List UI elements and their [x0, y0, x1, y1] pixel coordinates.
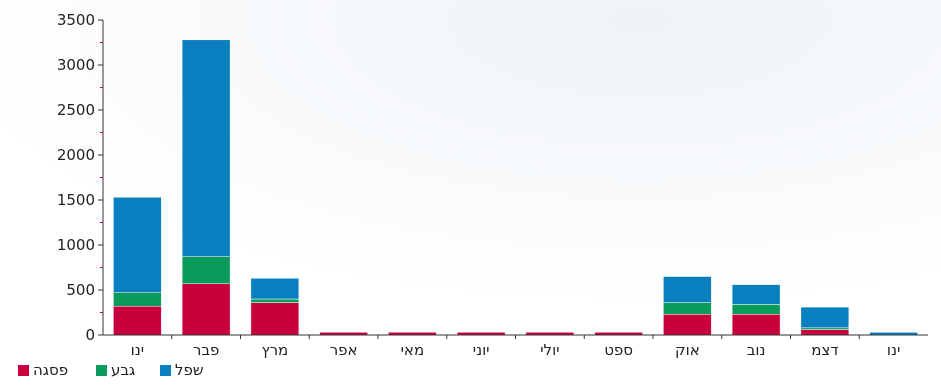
y-tick-label: 2000 — [57, 146, 95, 164]
plot-area: 0 500 1000 1500 2000 2500 3000 3500 ינו פבר מרץ אפר… — [57, 11, 928, 359]
legend: פסגה גבע שפל — [18, 361, 204, 379]
bar-segment-2-0 — [250, 302, 300, 336]
legend-label-0: פסגה — [33, 361, 68, 379]
y-tick-label: 1500 — [57, 191, 95, 209]
x-category-label: יוני — [473, 341, 490, 359]
x-category-label: יולי — [540, 341, 559, 359]
y-tick-label: 2500 — [57, 101, 95, 119]
legend-swatch-0 — [18, 365, 29, 376]
y-tick-label: 500 — [66, 281, 95, 299]
x-category-label: אוק — [675, 341, 700, 359]
bar-segment-8-0 — [663, 314, 712, 336]
y-tick-label: 1000 — [57, 236, 95, 254]
bar-segment-0-0 — [113, 305, 162, 336]
x-category-label: אפר — [330, 341, 358, 359]
x-category-label: פבר — [193, 341, 220, 359]
x-category-label: ינו — [131, 341, 144, 359]
x-category-label: נוב — [747, 341, 766, 359]
bar-segment-10-1 — [800, 327, 850, 330]
x-category-label: דצמ — [811, 341, 838, 359]
x-category-label: מרץ — [262, 341, 289, 359]
bar-segment-9-0 — [731, 314, 781, 336]
bar-segment-2-1 — [250, 298, 300, 303]
bar-segment-0-2 — [113, 197, 162, 293]
bar-segment-10-0 — [800, 329, 850, 336]
x-category-label: מאי — [401, 341, 425, 359]
x-category-label: ינו — [887, 341, 900, 359]
bar-segment-8-2 — [663, 276, 712, 303]
bar-segment-2-2 — [250, 278, 300, 300]
bar-segment-9-1 — [731, 304, 781, 315]
bar-segment-1-1 — [181, 256, 231, 284]
bar-segment-10-2 — [800, 306, 850, 329]
y-tick-label: 3500 — [57, 11, 95, 29]
bar-segment-9-2 — [731, 284, 781, 305]
legend-label-2: שפל — [175, 361, 204, 379]
bar-segment-8-1 — [663, 302, 712, 315]
y-tick-label: 3000 — [57, 56, 95, 74]
x-category-label: ספט — [604, 341, 633, 359]
bar-segment-0-1 — [113, 292, 162, 307]
bar-segment-1-0 — [181, 283, 231, 336]
y-tick-label: 0 — [85, 326, 95, 344]
legend-swatch-1 — [96, 365, 107, 376]
bar-segment-1-2 — [181, 39, 231, 257]
legend-label-1: גבע — [111, 361, 135, 379]
legend-swatch-2 — [160, 365, 171, 376]
